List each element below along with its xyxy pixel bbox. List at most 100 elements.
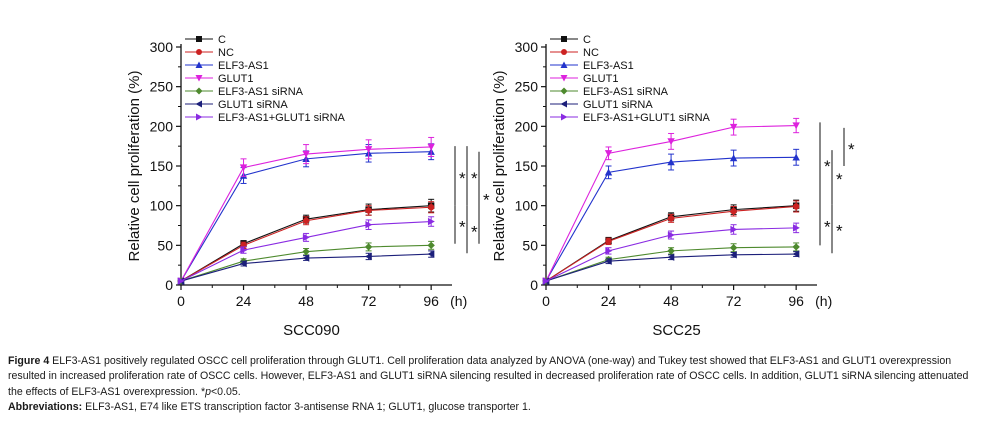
legend-label: NC <box>583 47 599 59</box>
y-tick-label: 50 <box>157 237 173 253</box>
caption-paragraph: Figure 4 ELF3-AS1 positively regulated O… <box>8 354 970 400</box>
data-point <box>729 244 738 252</box>
x-tick-label: 24 <box>601 293 617 309</box>
series-4 <box>177 136 435 285</box>
series-7 <box>542 222 800 285</box>
x-tick-label: 72 <box>726 293 742 309</box>
legend-label: GLUT1 <box>218 73 253 85</box>
legend-label: C <box>583 34 591 46</box>
y-tick-label: 250 <box>150 79 174 95</box>
legend-swatch-marker <box>560 87 568 95</box>
x-tick-label: 48 <box>663 293 679 309</box>
legend-label: GLUT1 siRNA <box>583 99 653 111</box>
series-4 <box>542 117 800 285</box>
x-tick-label: 96 <box>423 293 439 309</box>
legend-label: NC <box>218 47 234 59</box>
legend-swatch-marker <box>560 61 568 68</box>
legend-label: ELF3-AS1 <box>583 60 634 72</box>
abbreviations-label: Abbreviations: <box>8 401 83 414</box>
y-tick-label: 0 <box>530 277 538 293</box>
significance-star: * <box>824 218 831 237</box>
legend-item: C <box>550 34 591 46</box>
data-point <box>792 250 800 258</box>
legend-swatch-marker <box>561 36 567 42</box>
data-point <box>240 246 248 254</box>
y-tick-label: 100 <box>150 198 174 214</box>
x-tick-label: 72 <box>361 293 377 309</box>
series-1 <box>542 199 800 285</box>
chart-panel-1: 0 50 100 150 200 250 300 0 24 48 72 96 (h) SCC090 Rela… <box>126 34 490 339</box>
legend-label: ELF3-AS1 siRNA <box>218 86 304 98</box>
y-tick-label: 0 <box>165 277 173 293</box>
legend-item: NC <box>185 47 234 59</box>
data-point <box>729 154 738 162</box>
x-tick-label: 0 <box>177 293 185 309</box>
series-7 <box>177 216 435 285</box>
legend-label: GLUT1 siRNA <box>218 99 288 111</box>
significance-star: * <box>471 222 478 241</box>
data-point <box>792 224 800 232</box>
data-point <box>239 259 247 268</box>
legend-swatch-marker <box>196 113 203 121</box>
y-tick-label: 250 <box>515 79 539 95</box>
data-point <box>667 158 675 166</box>
data-point <box>365 207 372 214</box>
significance-star: * <box>471 169 478 188</box>
legend-label: ELF3-AS1 <box>218 60 269 72</box>
series-6 <box>542 250 800 285</box>
legend-swatch-marker <box>195 61 203 68</box>
x-unit-label: (h) <box>815 293 832 309</box>
x-axis-title: SCC25 <box>652 322 700 339</box>
x-tick-label: 48 <box>298 293 314 309</box>
y-tick-label: 150 <box>515 158 539 174</box>
data-point <box>792 243 800 251</box>
significance-markers: * * * * * <box>454 146 490 254</box>
data-point <box>792 203 800 210</box>
p-threshold: <0.05. <box>210 385 241 398</box>
legend-label: ELF3-AS1 siRNA <box>583 86 669 98</box>
data-point <box>792 122 800 130</box>
figure-caption: Figure 4 ELF3-AS1 positively regulated O… <box>8 354 970 416</box>
y-tick-label: 100 <box>515 198 539 214</box>
legend-item: GLUT1 <box>550 73 618 85</box>
data-point <box>730 208 737 215</box>
data-point <box>729 123 738 131</box>
y-tick-label: 150 <box>150 158 174 174</box>
legend-item: ELF3-AS1 <box>550 60 634 72</box>
abbreviations-paragraph: Abbreviations: ELF3-AS1, E74 like ETS tr… <box>8 400 970 415</box>
y-tick-label: 50 <box>522 237 538 253</box>
legend-swatch-marker <box>560 100 567 108</box>
data-point <box>364 146 373 154</box>
significance-star: * <box>459 169 466 188</box>
legend-swatch-marker <box>561 113 568 121</box>
y-tick-label: 200 <box>515 118 539 134</box>
data-point <box>302 150 310 158</box>
legend-swatch-marker <box>196 49 202 55</box>
data-point <box>604 168 613 176</box>
data-point <box>792 153 800 161</box>
x-tick-label: 24 <box>236 293 252 309</box>
data-point <box>302 247 310 256</box>
legend-label: ELF3-AS1+GLUT1 siRNA <box>218 112 346 124</box>
series-5 <box>177 240 435 285</box>
significance-star: * <box>483 191 490 210</box>
legend-item: ELF3-AS1+GLUT1 siRNA <box>185 112 346 124</box>
legend-item: GLUT1 <box>185 73 253 85</box>
series-6 <box>177 250 435 285</box>
data-point <box>427 204 435 211</box>
data-point <box>427 241 435 250</box>
abbreviations-text: ELF3-AS1, E74 like ETS transcription fac… <box>85 401 531 414</box>
data-point <box>364 243 373 251</box>
legend-item: NC <box>550 47 599 59</box>
data-point <box>604 150 613 158</box>
x-unit-label: (h) <box>450 293 467 309</box>
data-point <box>427 217 435 226</box>
significance-star: * <box>824 157 831 176</box>
data-point <box>239 164 248 172</box>
y-tick-label: 300 <box>515 39 539 55</box>
x-tick-label: 96 <box>788 293 804 309</box>
data-point <box>605 238 612 245</box>
chart-panel-2: 0 50 100 150 200 250 300 0 24 48 72 96 (h) SCC25 Relat… <box>491 34 855 339</box>
